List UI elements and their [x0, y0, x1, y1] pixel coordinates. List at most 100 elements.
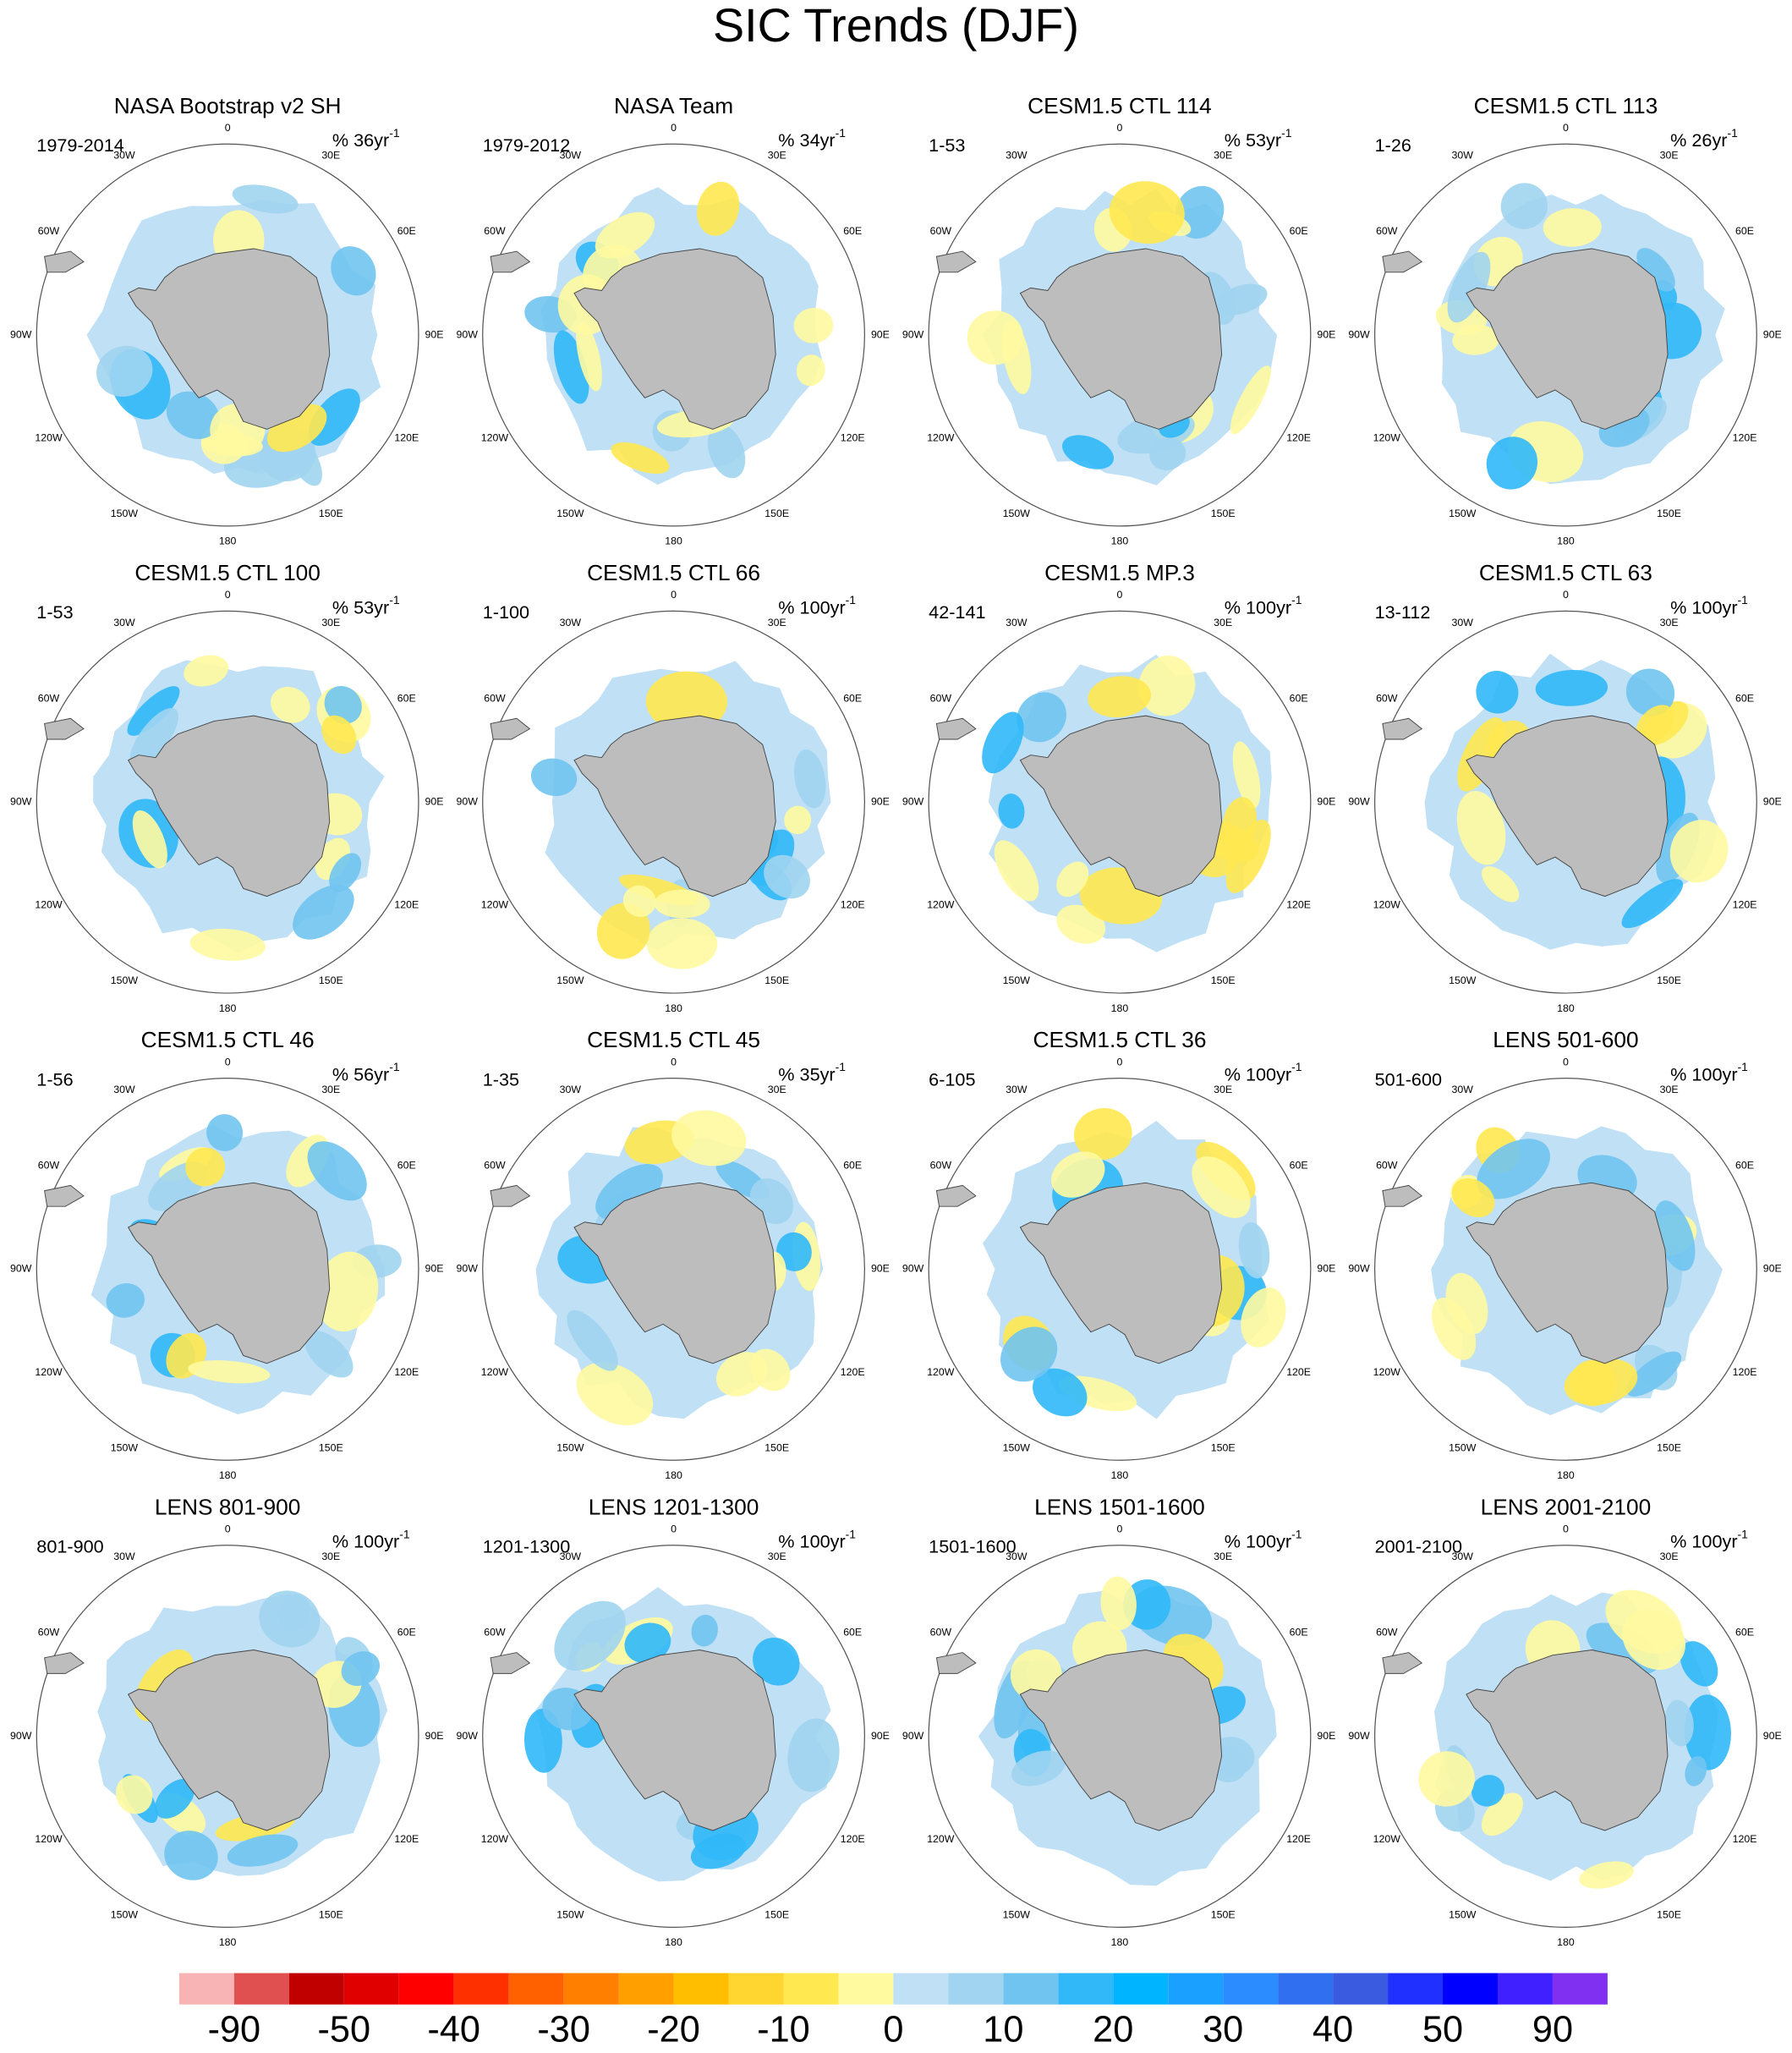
colorbar-box — [618, 1973, 674, 2005]
longitude-label: 120E — [1286, 899, 1311, 911]
longitude-label: 90W — [10, 328, 32, 340]
panel-title: LENS 2001-2100 — [1481, 1494, 1652, 1519]
longitude-label: 180 — [219, 1469, 237, 1481]
longitude-label: 30E — [1660, 1551, 1679, 1562]
longitude-label: 60E — [397, 1627, 416, 1639]
longitude-label: 120E — [1733, 432, 1757, 444]
sea-ice-patch — [1456, 790, 1506, 865]
longitude-label: 60W — [930, 692, 952, 704]
longitude-label: 30W — [1006, 150, 1028, 162]
longitude-label: 30E — [321, 617, 340, 629]
sea-ice-patch — [697, 181, 740, 236]
sea-ice-patch — [115, 1775, 153, 1814]
longitude-label: 60E — [843, 225, 862, 237]
antarctica — [573, 1182, 776, 1364]
longitude-label: 120E — [1286, 432, 1311, 444]
longitude-label: 150E — [764, 1908, 789, 1920]
longitude-label: 60E — [843, 1159, 862, 1171]
sea-ice-patch — [1477, 1139, 1551, 1199]
panel-period: 42-141 — [929, 601, 985, 623]
sea-ice-patch — [1149, 437, 1186, 471]
sea-ice-patch — [271, 686, 310, 723]
south-america-tip — [935, 1184, 977, 1207]
panel-title: CESM1.5 CTL 45 — [587, 1027, 760, 1052]
sea-ice-patch — [715, 1352, 768, 1397]
polar-map: 0 30E 60E 90E 120E 150E 180 150W 120W 90W 60W 30W — [10, 1056, 443, 1481]
sea-ice-patch — [1000, 1326, 1058, 1382]
sea-ice-patch — [646, 918, 718, 969]
south-america-tip — [490, 1652, 531, 1674]
longitude-label: 150W — [1449, 974, 1477, 986]
panel-title: NASA Bootstrap v2 SH — [114, 93, 342, 118]
longitude-label: 0 — [1117, 1056, 1123, 1068]
sea-ice-patch — [596, 903, 650, 959]
longitude-label: 60W — [38, 692, 60, 704]
sea-ice-patch — [1564, 1358, 1638, 1406]
sea-ice-patch — [1100, 1576, 1137, 1630]
longitude-label: 120E — [1733, 899, 1757, 911]
sea-ice-patch — [127, 686, 180, 736]
longitude-label: 120E — [394, 899, 419, 911]
longitude-label: 180 — [219, 1002, 237, 1014]
colorbar-tick-label: -90 — [208, 2010, 261, 2050]
longitude-label: 180 — [1557, 535, 1575, 547]
colorbar-tick-label: 90 — [1532, 2010, 1573, 2050]
panel-title: CESM1.5 CTL 100 — [134, 560, 321, 585]
sea-ice-patch — [776, 1232, 812, 1271]
longitude-label: 0 — [1563, 122, 1569, 134]
longitude-label: 0 — [1563, 1056, 1569, 1068]
sea-ice-patch — [793, 307, 834, 343]
longitude-label: 120W — [35, 1366, 63, 1378]
sea-ice-patch — [1225, 819, 1271, 893]
longitude-label: 90W — [10, 1263, 32, 1275]
sea-ice-patch — [1471, 1775, 1504, 1807]
sea-ice-patch — [1605, 1589, 1683, 1654]
longitude-label: 90W — [1348, 1263, 1370, 1275]
longitude-label: 60E — [843, 1627, 862, 1639]
polar-map: 0 30E 60E 90E 120E 150E 180 150W 120W 90W 60W 30W — [902, 1523, 1335, 1948]
panel-units: % 56yr-1 — [332, 1060, 400, 1084]
units-text: % 100yr — [1670, 1063, 1737, 1084]
sea-ice-patch — [1001, 320, 1032, 394]
panel-title: CESM1.5 CTL 36 — [1033, 1027, 1206, 1052]
longitude-label: 60W — [930, 225, 952, 237]
longitude-label: 30E — [768, 1084, 786, 1095]
longitude-label: 90E — [871, 1263, 890, 1275]
longitude-label: 150E — [1657, 1441, 1681, 1453]
colorbar-box — [1113, 1973, 1169, 2005]
longitude-label: 30W — [113, 150, 135, 162]
longitude-label: 120W — [481, 899, 509, 911]
longitude-label: 150E — [1211, 1908, 1236, 1920]
longitude-label: 30E — [768, 1551, 786, 1562]
longitude-label: 150E — [764, 508, 789, 519]
longitude-label: 30E — [1660, 150, 1679, 162]
antarctica — [1466, 1650, 1669, 1831]
colorbar-box — [893, 1973, 949, 2005]
longitude-label: 90W — [1348, 328, 1370, 340]
longitude-label: 60W — [484, 692, 506, 704]
longitude-label: 150W — [556, 1908, 584, 1920]
longitude-label: 180 — [1557, 1469, 1575, 1481]
panel-units: % 36yr-1 — [332, 126, 400, 151]
sea-ice-patch — [753, 1637, 800, 1686]
sea-ice-patch — [1109, 181, 1185, 244]
sea-ice-patch — [164, 1831, 218, 1880]
sea-ice-patch — [576, 1362, 654, 1426]
sea-ice-patch — [1625, 668, 1675, 716]
longitude-label: 60W — [484, 1159, 506, 1171]
colorbar-tick-label: 30 — [1203, 2010, 1243, 2050]
south-america-tip — [44, 1184, 85, 1207]
longitude-label: 60E — [1735, 225, 1754, 237]
longitude-label: 60W — [1376, 692, 1398, 704]
longitude-label: 60E — [1735, 1159, 1754, 1171]
longitude-label: 150E — [319, 508, 343, 519]
longitude-label: 60E — [1735, 692, 1754, 704]
longitude-label: 150E — [1211, 508, 1236, 519]
polar-map: 0 30E 60E 90E 120E 150E 180 150W 120W 90W 60W 30W — [10, 122, 443, 547]
sea-ice-patch — [329, 853, 362, 892]
panel-period: 1-53 — [36, 601, 73, 623]
antarctica — [573, 1650, 776, 1831]
panel-title: LENS 1501-1600 — [1034, 1494, 1205, 1519]
longitude-label: 150E — [1657, 1908, 1681, 1920]
longitude-label: 30E — [1660, 1084, 1679, 1095]
